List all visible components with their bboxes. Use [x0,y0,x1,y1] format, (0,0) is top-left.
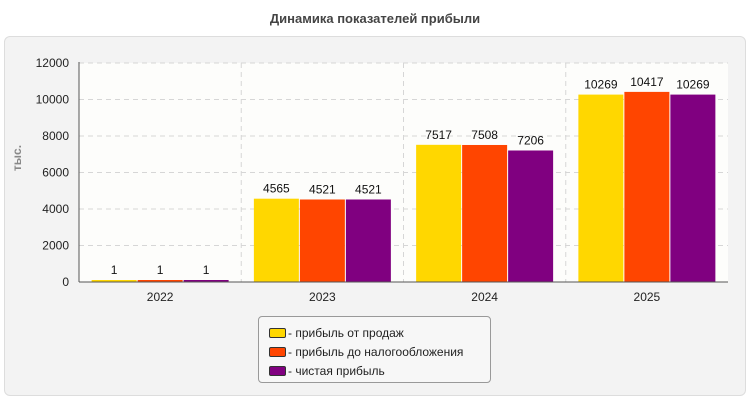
legend-label-pretax-profit: - прибыль до налогообложения [288,344,464,359]
y-tick-label: 0 [62,275,69,289]
y-tick-label: 8000 [42,129,69,143]
legend-item-pretax-profit: - прибыль до налогообложения [269,342,490,361]
y-tick-label: 6000 [42,166,69,180]
y-tick-label: 4000 [42,202,69,216]
chart-title: Динамика показателей прибыли [269,11,481,26]
bar [299,199,345,282]
bar-value-label: 7206 [517,133,544,147]
y-tick-label: 12000 [36,56,70,70]
legend-swatch-net-profit [269,365,286,376]
legend-swatch-sales-profit [269,327,286,338]
bar [670,94,716,282]
bar [578,94,624,282]
legend-label-net-profit: - чистая прибыль [288,363,385,378]
x-tick-label: 2024 [471,290,498,304]
bar [462,144,508,282]
bar-value-label: 4521 [355,182,382,196]
bar [624,91,670,283]
y-tick-label: 2000 [42,239,69,253]
legend-item-net-profit: - чистая прибыль [269,361,490,380]
legend-swatch-pretax-profit [269,346,286,357]
y-axis-label: тыс. [10,145,24,171]
bar-value-label: 1 [111,263,118,277]
bar-value-label: 7508 [471,128,498,142]
bar [91,280,137,282]
bar-value-label: 7517 [425,128,452,142]
bar [137,280,183,282]
bar-value-label: 1 [157,263,164,277]
bar-value-label: 10269 [584,78,618,92]
legend-label-sales-profit: - прибыль от продаж [288,325,404,340]
x-tick-label: 2025 [634,290,661,304]
bar [345,199,391,282]
bar-value-label: 4521 [309,182,336,196]
x-tick-label: 2023 [309,290,336,304]
bar-value-label: 10269 [676,78,710,92]
bar-value-label: 4565 [263,182,290,196]
x-tick-label: 2022 [147,290,174,304]
y-tick-label: 10000 [36,93,70,107]
bar [183,280,229,282]
bar-value-label: 10417 [630,75,664,89]
bar [416,144,462,282]
chart-legend: - прибыль от продаж - прибыль до налогоо… [258,316,491,383]
legend-item-sales-profit: - прибыль от продаж [269,323,490,342]
bar [253,198,299,282]
bar-value-label: 1 [203,263,210,277]
bar [508,150,554,282]
